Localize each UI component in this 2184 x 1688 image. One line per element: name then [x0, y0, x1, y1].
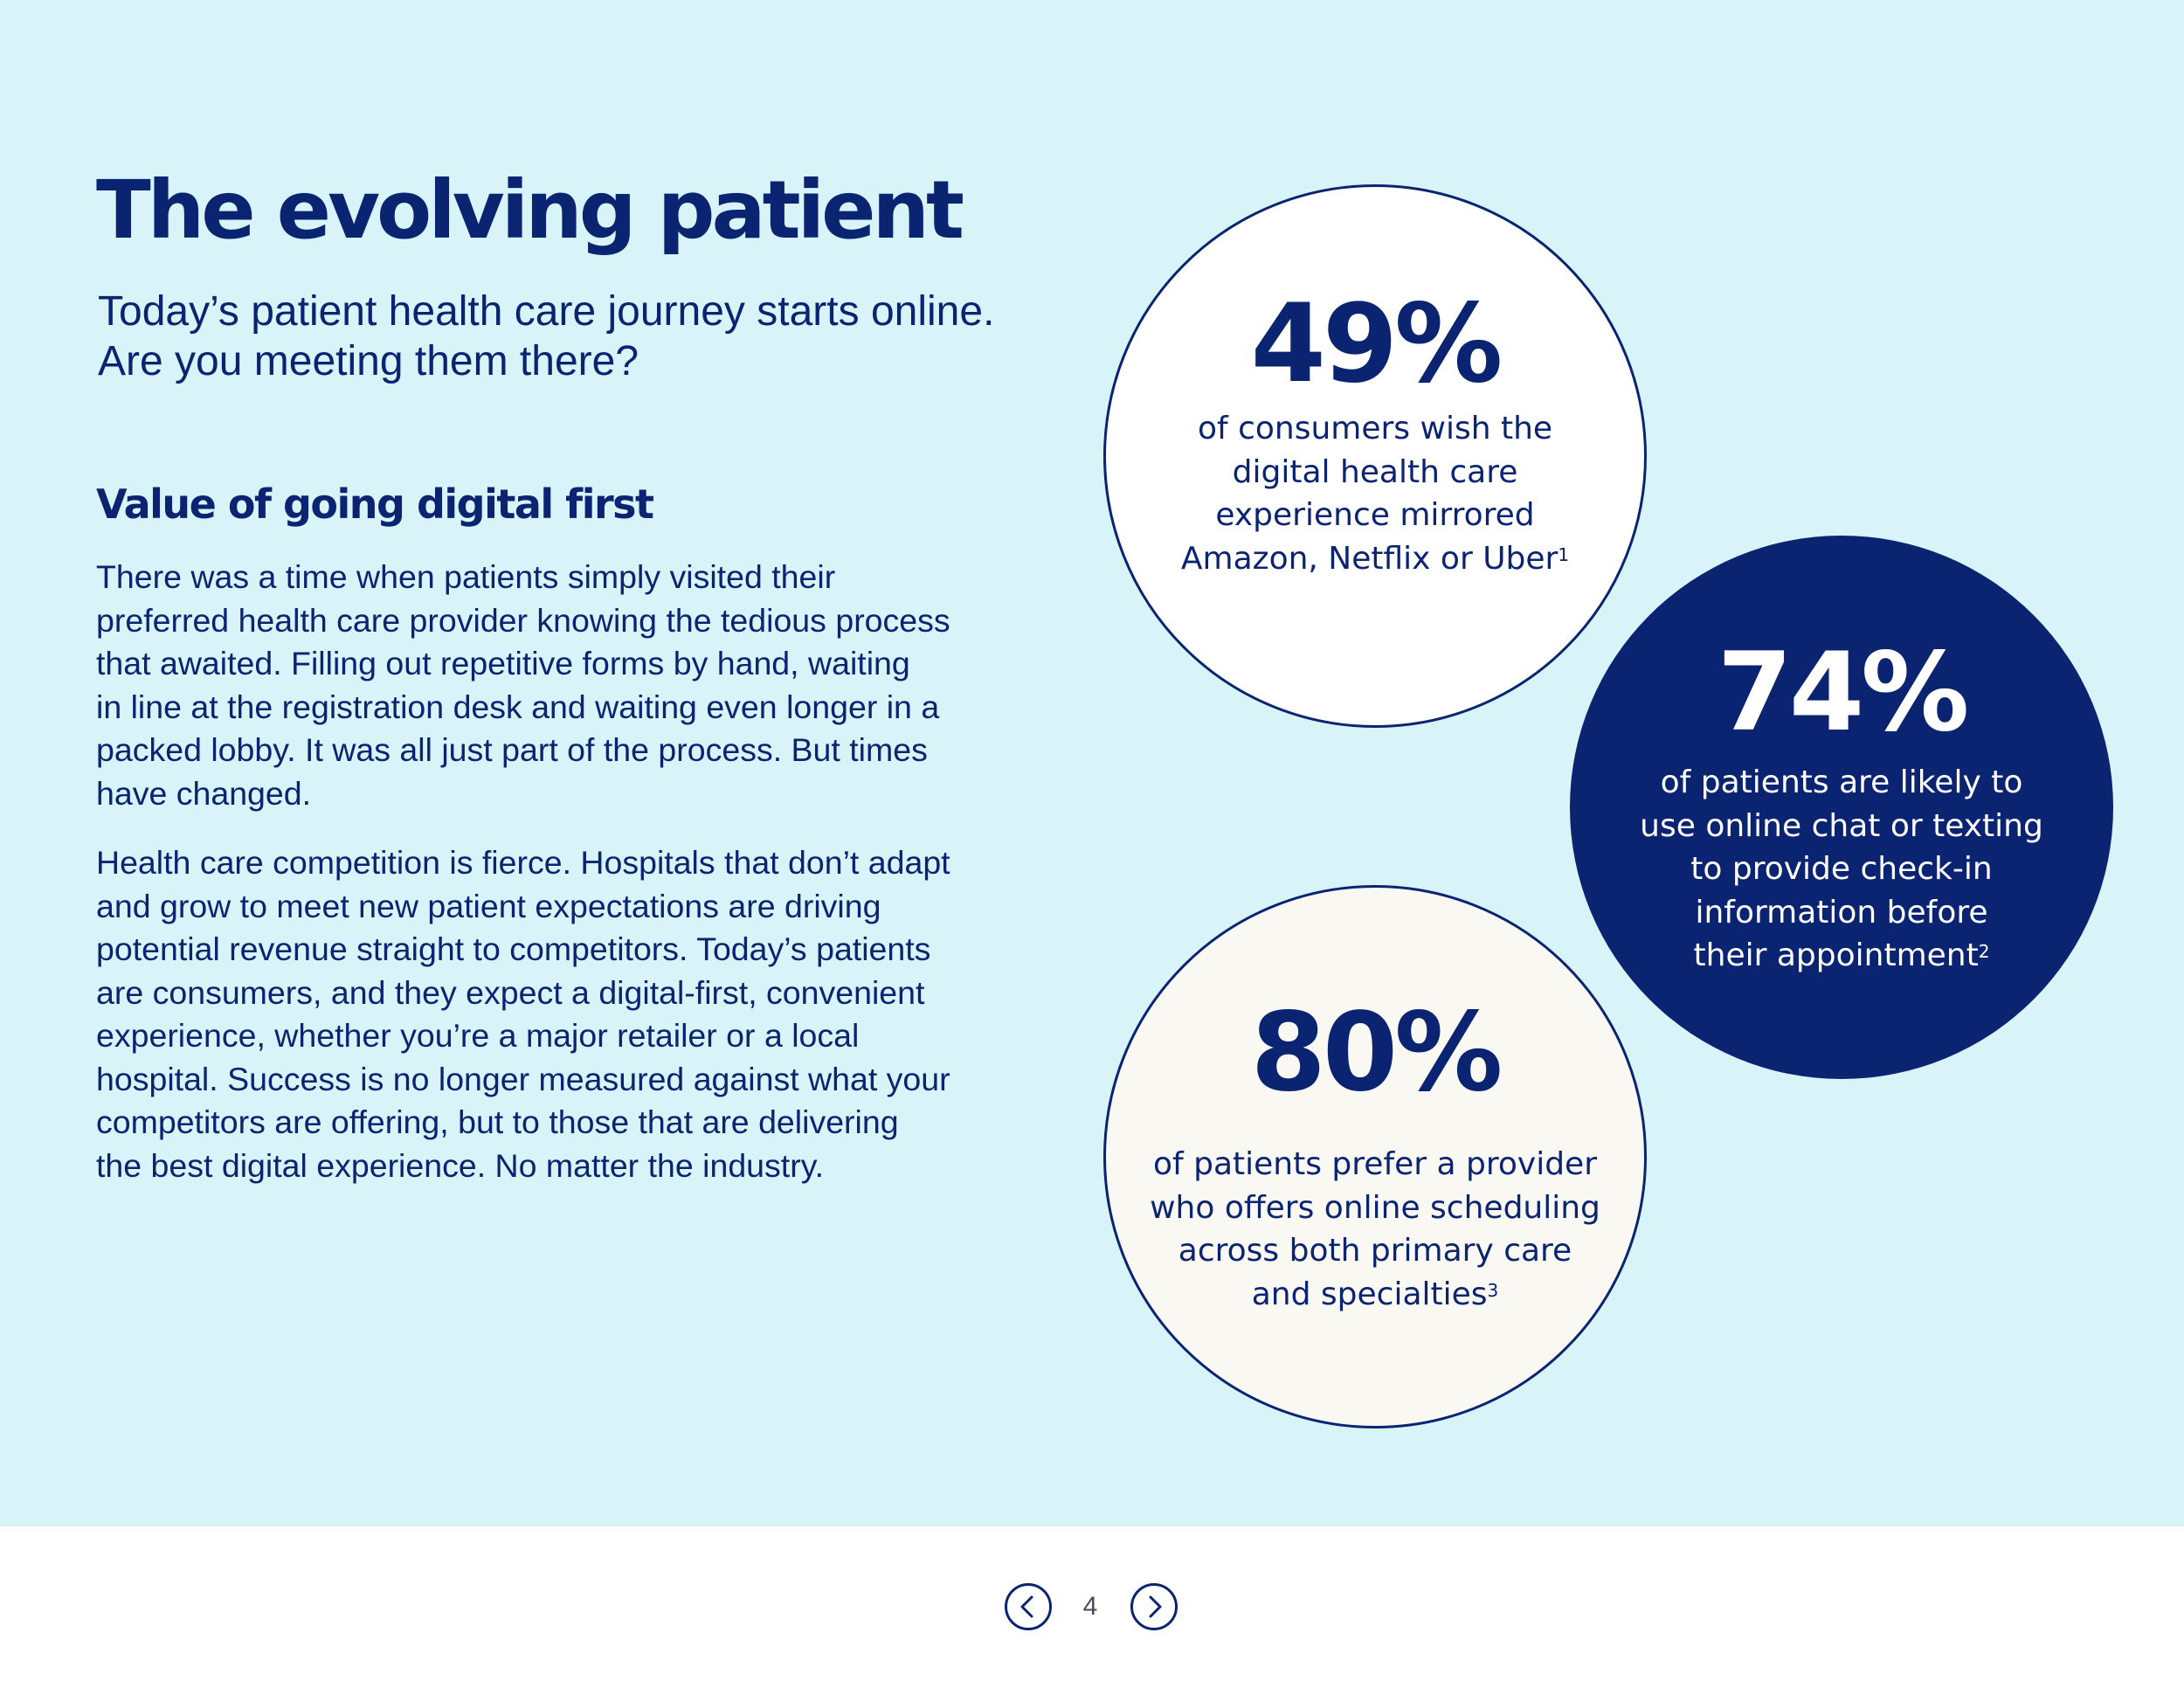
text-line: Health care competition is fierce. Hospi…	[96, 844, 950, 881]
subtitle-line: Are you meeting them there?	[98, 338, 639, 384]
stat-line: information before	[1695, 894, 1988, 930]
chevron-left-icon	[1020, 1595, 1033, 1618]
stat-line: of consumers wish the	[1197, 411, 1553, 446]
section-heading: Value of going digital first	[96, 481, 654, 528]
stat-line-last: Amazon, Netflix or Uber1	[1106, 537, 1644, 581]
stat-line: of patients are likely to	[1660, 764, 2023, 800]
stat-line: their appointment	[1693, 937, 1979, 973]
text-line: competitors are offering, but to those t…	[96, 1103, 899, 1140]
text-line: preferred health care provider knowing t…	[96, 601, 950, 639]
text-line: are consumers, and they expect a digital…	[96, 973, 925, 1011]
stat-circle-consumers: 49% of consumers wish the digital health…	[1103, 184, 1647, 728]
subtitle-line: Today’s patient health care journey star…	[98, 288, 995, 335]
pagination: 4	[0, 1526, 2184, 1688]
stat-value: 74%	[1717, 630, 1970, 756]
text-line: hospital. Success is no longer measured …	[96, 1060, 950, 1097]
footnote-marker: 2	[1978, 941, 1990, 962]
stat-line: to provide check-in	[1690, 851, 1993, 887]
stat-line-last: and specialties3	[1106, 1273, 1644, 1317]
text-line: There was a time when patients simply vi…	[96, 558, 836, 595]
text-line: packed lobby. It was all just part of th…	[96, 731, 928, 768]
stat-description: of patients prefer a provider who offers…	[1106, 1143, 1644, 1316]
footnote-marker: 1	[1558, 543, 1570, 565]
footnote-marker: 3	[1487, 1279, 1499, 1301]
page-title: The evolving patient	[96, 163, 964, 257]
page-number: 4	[1082, 1592, 1098, 1621]
page-subtitle: Today’s patient health care journey star…	[98, 287, 1102, 386]
text-line: and grow to meet new patient expectation…	[96, 887, 881, 924]
stat-line: digital health care	[1232, 453, 1518, 490]
text-line: experience, whether you’re a major retai…	[96, 1017, 860, 1054]
paragraph-2: Health care competition is fierce. Hospi…	[96, 841, 1083, 1187]
stat-line: and specialties	[1251, 1276, 1488, 1312]
stat-line: experience mirrored	[1215, 497, 1535, 533]
stat-line-last: their appointment2	[1570, 934, 2113, 978]
stat-circle-online-chat: 74% of patients are likely to use online…	[1570, 536, 2113, 1079]
stat-circle-online-scheduling: 80% of patients prefer a provider who of…	[1103, 885, 1647, 1429]
text-line: have changed.	[96, 774, 312, 812]
text-line: that awaited. Filling out repetitive for…	[96, 645, 910, 681]
stat-value: 80%	[1250, 990, 1503, 1116]
next-page-button[interactable]	[1130, 1583, 1178, 1630]
previous-page-button[interactable]	[1005, 1583, 1052, 1630]
text-line: potential revenue straight to competitor…	[96, 930, 931, 967]
stat-line: of patients prefer a provider	[1152, 1146, 1598, 1182]
stat-line: Amazon, Netflix or Uber	[1180, 540, 1559, 577]
chevron-right-icon	[1149, 1595, 1162, 1618]
content-panel: The evolving patient Today’s patient hea…	[0, 0, 2184, 1526]
stat-line: across both primary care	[1178, 1233, 1572, 1269]
stat-value: 49%	[1250, 281, 1503, 407]
stat-line: use online chat or texting	[1640, 807, 2043, 844]
stat-description: of consumers wish the digital health car…	[1106, 407, 1644, 580]
text-line: in line at the registration desk and wai…	[96, 688, 940, 725]
body-text: There was a time when patients simply vi…	[96, 556, 1083, 1214]
stat-line: who offers online scheduling	[1150, 1189, 1600, 1226]
paragraph-1: There was a time when patients simply vi…	[96, 556, 1083, 815]
text-line: the best digital experience. No matter t…	[96, 1146, 825, 1184]
stat-description: of patients are likely to use online cha…	[1570, 761, 2113, 978]
